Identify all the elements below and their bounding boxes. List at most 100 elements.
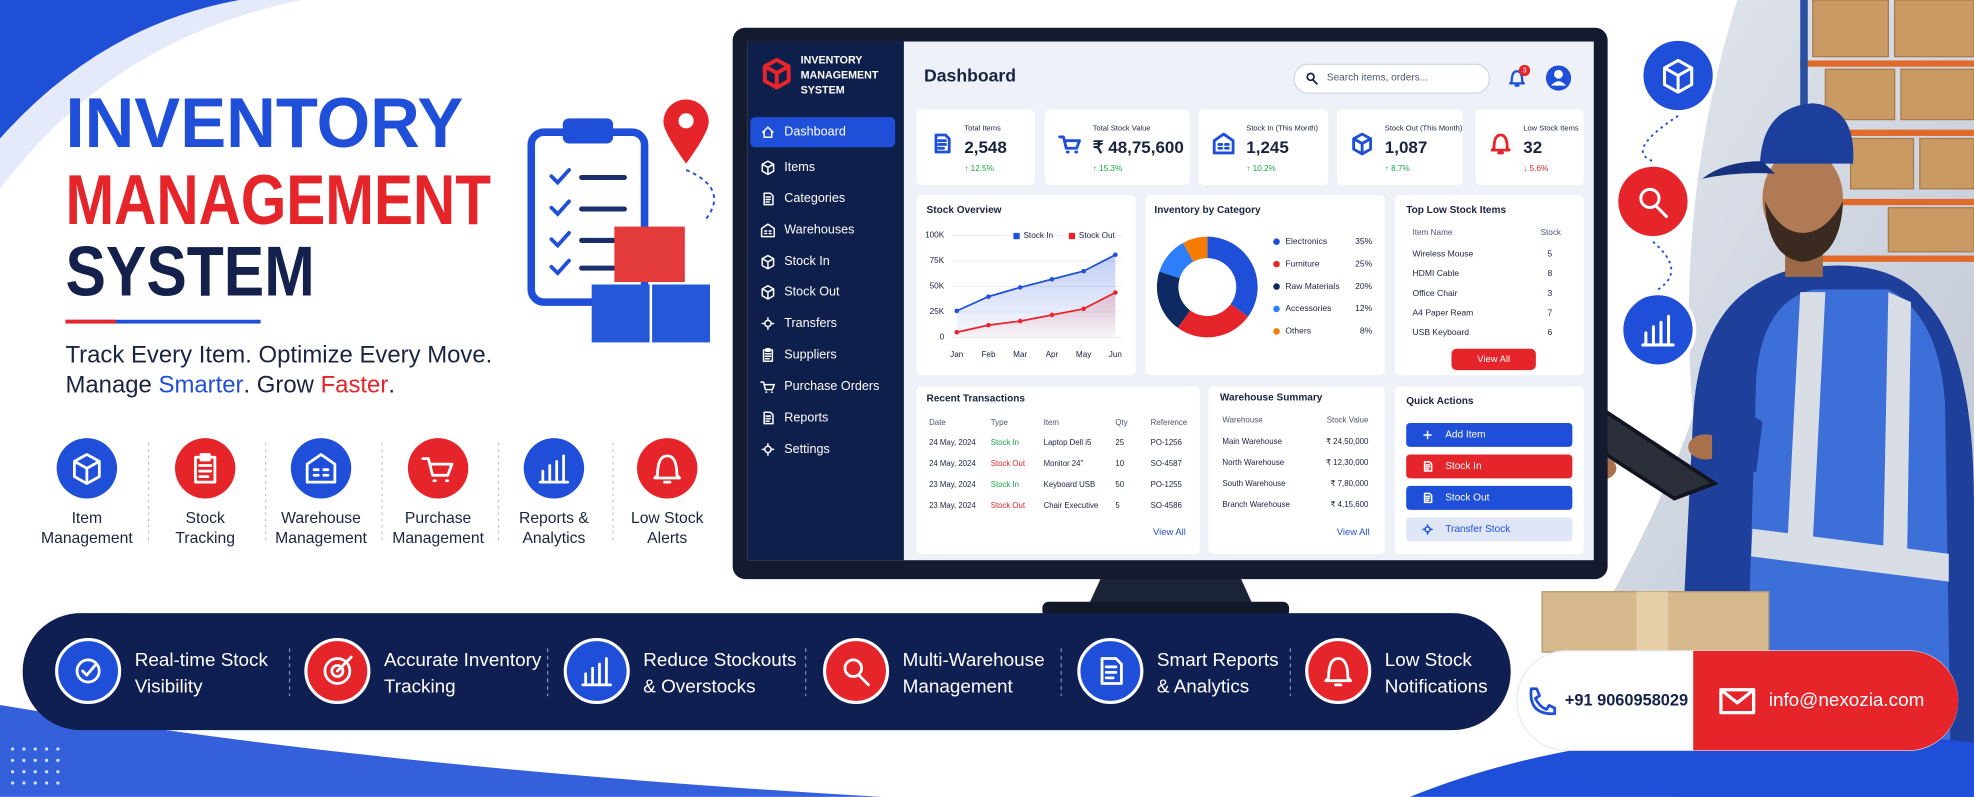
area bbox=[956, 292, 1116, 338]
cell: Stock Out bbox=[991, 501, 1026, 510]
action-button[interactable] bbox=[1406, 422, 1573, 447]
menu-item[interactable]: Stock Out bbox=[784, 284, 840, 298]
cell: Laptop Dell i5 bbox=[1044, 438, 1092, 447]
carton-tape bbox=[1636, 591, 1669, 653]
button-label: Stock In bbox=[1445, 461, 1481, 472]
menu-item[interactable]: Categories bbox=[784, 191, 845, 205]
cell: 23 May, 2024 bbox=[929, 501, 976, 510]
link[interactable]: View All bbox=[1153, 527, 1186, 538]
bar-bg bbox=[22, 613, 1511, 731]
cell: PO-1256 bbox=[1151, 438, 1182, 447]
y-tick-label: 50K bbox=[930, 282, 945, 291]
feature-label: Management bbox=[275, 530, 367, 547]
cell: Chair Executive bbox=[1044, 501, 1099, 510]
email[interactable]: info@nexozia.com bbox=[1769, 690, 1925, 711]
card bbox=[1475, 109, 1584, 186]
clipboard-clip bbox=[562, 118, 614, 144]
card bbox=[916, 109, 1035, 186]
dot bbox=[33, 747, 37, 751]
cell: ₹ 4,15,600 bbox=[1330, 500, 1369, 509]
shelf-box bbox=[1824, 68, 1896, 121]
cap-brim bbox=[1702, 161, 1776, 179]
menu-item[interactable]: Reports bbox=[784, 410, 828, 424]
menu-item[interactable]: Suppliers bbox=[784, 347, 836, 361]
badge bbox=[1518, 64, 1531, 77]
cell: PO-1255 bbox=[1151, 480, 1183, 489]
phone[interactable]: +91 9060958029 bbox=[1565, 692, 1688, 710]
kpi-card: Low Stock Items 32 ↓ 5.6% bbox=[1475, 109, 1584, 186]
value-label: 8% bbox=[1360, 326, 1373, 336]
y-tick-label: 25K bbox=[930, 307, 945, 316]
feature-bubble bbox=[1619, 291, 1697, 369]
cell: USB Keyboard bbox=[1412, 327, 1469, 337]
icon bbox=[761, 443, 775, 456]
kpi-value: 2,548 bbox=[964, 138, 1007, 157]
action-button[interactable] bbox=[1406, 454, 1573, 479]
dot bbox=[33, 781, 37, 785]
icon bbox=[1422, 524, 1433, 535]
y-tick-label: 75K bbox=[930, 256, 945, 265]
icon bbox=[1324, 657, 1353, 687]
monitor: INVENTORY MANAGEMENT SYSTEM Dashboard Items C… bbox=[732, 27, 1608, 617]
icon bbox=[538, 454, 570, 484]
dot bbox=[56, 758, 60, 763]
card bbox=[1336, 109, 1463, 186]
kpi-label: Stock Out (This Month) bbox=[1385, 123, 1463, 132]
feature-label: Purchase bbox=[405, 510, 472, 527]
kpi-value: 1,087 bbox=[1385, 138, 1428, 157]
link[interactable]: View All bbox=[1337, 527, 1370, 538]
checkmark bbox=[549, 258, 571, 276]
benefit-icon bbox=[563, 637, 630, 705]
dot bbox=[22, 747, 26, 751]
dot bbox=[44, 747, 49, 751]
cell: 50 bbox=[1115, 480, 1124, 489]
badge-count: 3 bbox=[1522, 65, 1526, 74]
menu-item[interactable]: Items bbox=[784, 160, 815, 174]
point bbox=[1081, 268, 1086, 274]
menu-item[interactable]: Purchase Orders bbox=[784, 379, 879, 393]
menu-item[interactable]: Settings bbox=[784, 442, 829, 456]
icon bbox=[194, 453, 217, 484]
button[interactable] bbox=[1451, 348, 1536, 371]
benefit-label: Multi-Warehouse bbox=[903, 650, 1045, 671]
panel bbox=[916, 386, 1200, 554]
benefit-label: & Overstocks bbox=[643, 676, 755, 697]
menu-item[interactable]: Dashboard bbox=[784, 125, 846, 139]
y-tick-label: 100K bbox=[925, 231, 945, 240]
tagline-part: Smarter bbox=[159, 372, 244, 399]
icon bbox=[653, 454, 682, 484]
transactions: Recent Transactions Date Type Item Qty Refere… bbox=[927, 394, 1188, 538]
point bbox=[1049, 312, 1055, 318]
feature-label: Item bbox=[72, 510, 103, 527]
icon bbox=[1212, 132, 1235, 155]
action-button[interactable] bbox=[1406, 517, 1573, 542]
feature-icon bbox=[174, 438, 236, 499]
button-label: Add Item bbox=[1445, 430, 1485, 441]
kpi-card: Stock In (This Month) 1,245 ↑ 10.2% bbox=[1198, 109, 1329, 186]
icon bbox=[1306, 72, 1318, 85]
icon bbox=[421, 457, 454, 483]
shelf-box bbox=[1919, 137, 1974, 190]
panel bbox=[1145, 195, 1385, 376]
dot bbox=[33, 758, 37, 763]
action-button[interactable] bbox=[1406, 485, 1573, 510]
benefit-icon bbox=[1305, 637, 1372, 705]
menu-item[interactable]: Stock In bbox=[784, 254, 829, 268]
search-box[interactable] bbox=[1293, 63, 1490, 94]
dot bbox=[33, 770, 37, 774]
app-name: SYSTEM bbox=[801, 84, 845, 96]
point bbox=[986, 322, 991, 328]
line-chart: Stock Overview 0 25K 50K 75K 100K Jan Feb Mar Apr… bbox=[925, 205, 1123, 359]
cell: ₹ 7,80,000 bbox=[1330, 479, 1369, 488]
point bbox=[1081, 306, 1086, 312]
legend-label: Furniture bbox=[1285, 258, 1319, 268]
menu-item[interactable]: Warehouses bbox=[784, 223, 854, 237]
cell: HDMI Cable bbox=[1412, 268, 1459, 278]
feature-label: Low Stock bbox=[631, 510, 704, 527]
corner-swoosh bbox=[0, 0, 240, 139]
page-title: Dashboard bbox=[924, 65, 1016, 85]
menu-item[interactable]: Transfers bbox=[784, 316, 837, 330]
column-header: Item Name bbox=[1412, 228, 1452, 237]
icon bbox=[1490, 133, 1511, 155]
feature: Warehouse Management bbox=[275, 438, 383, 547]
